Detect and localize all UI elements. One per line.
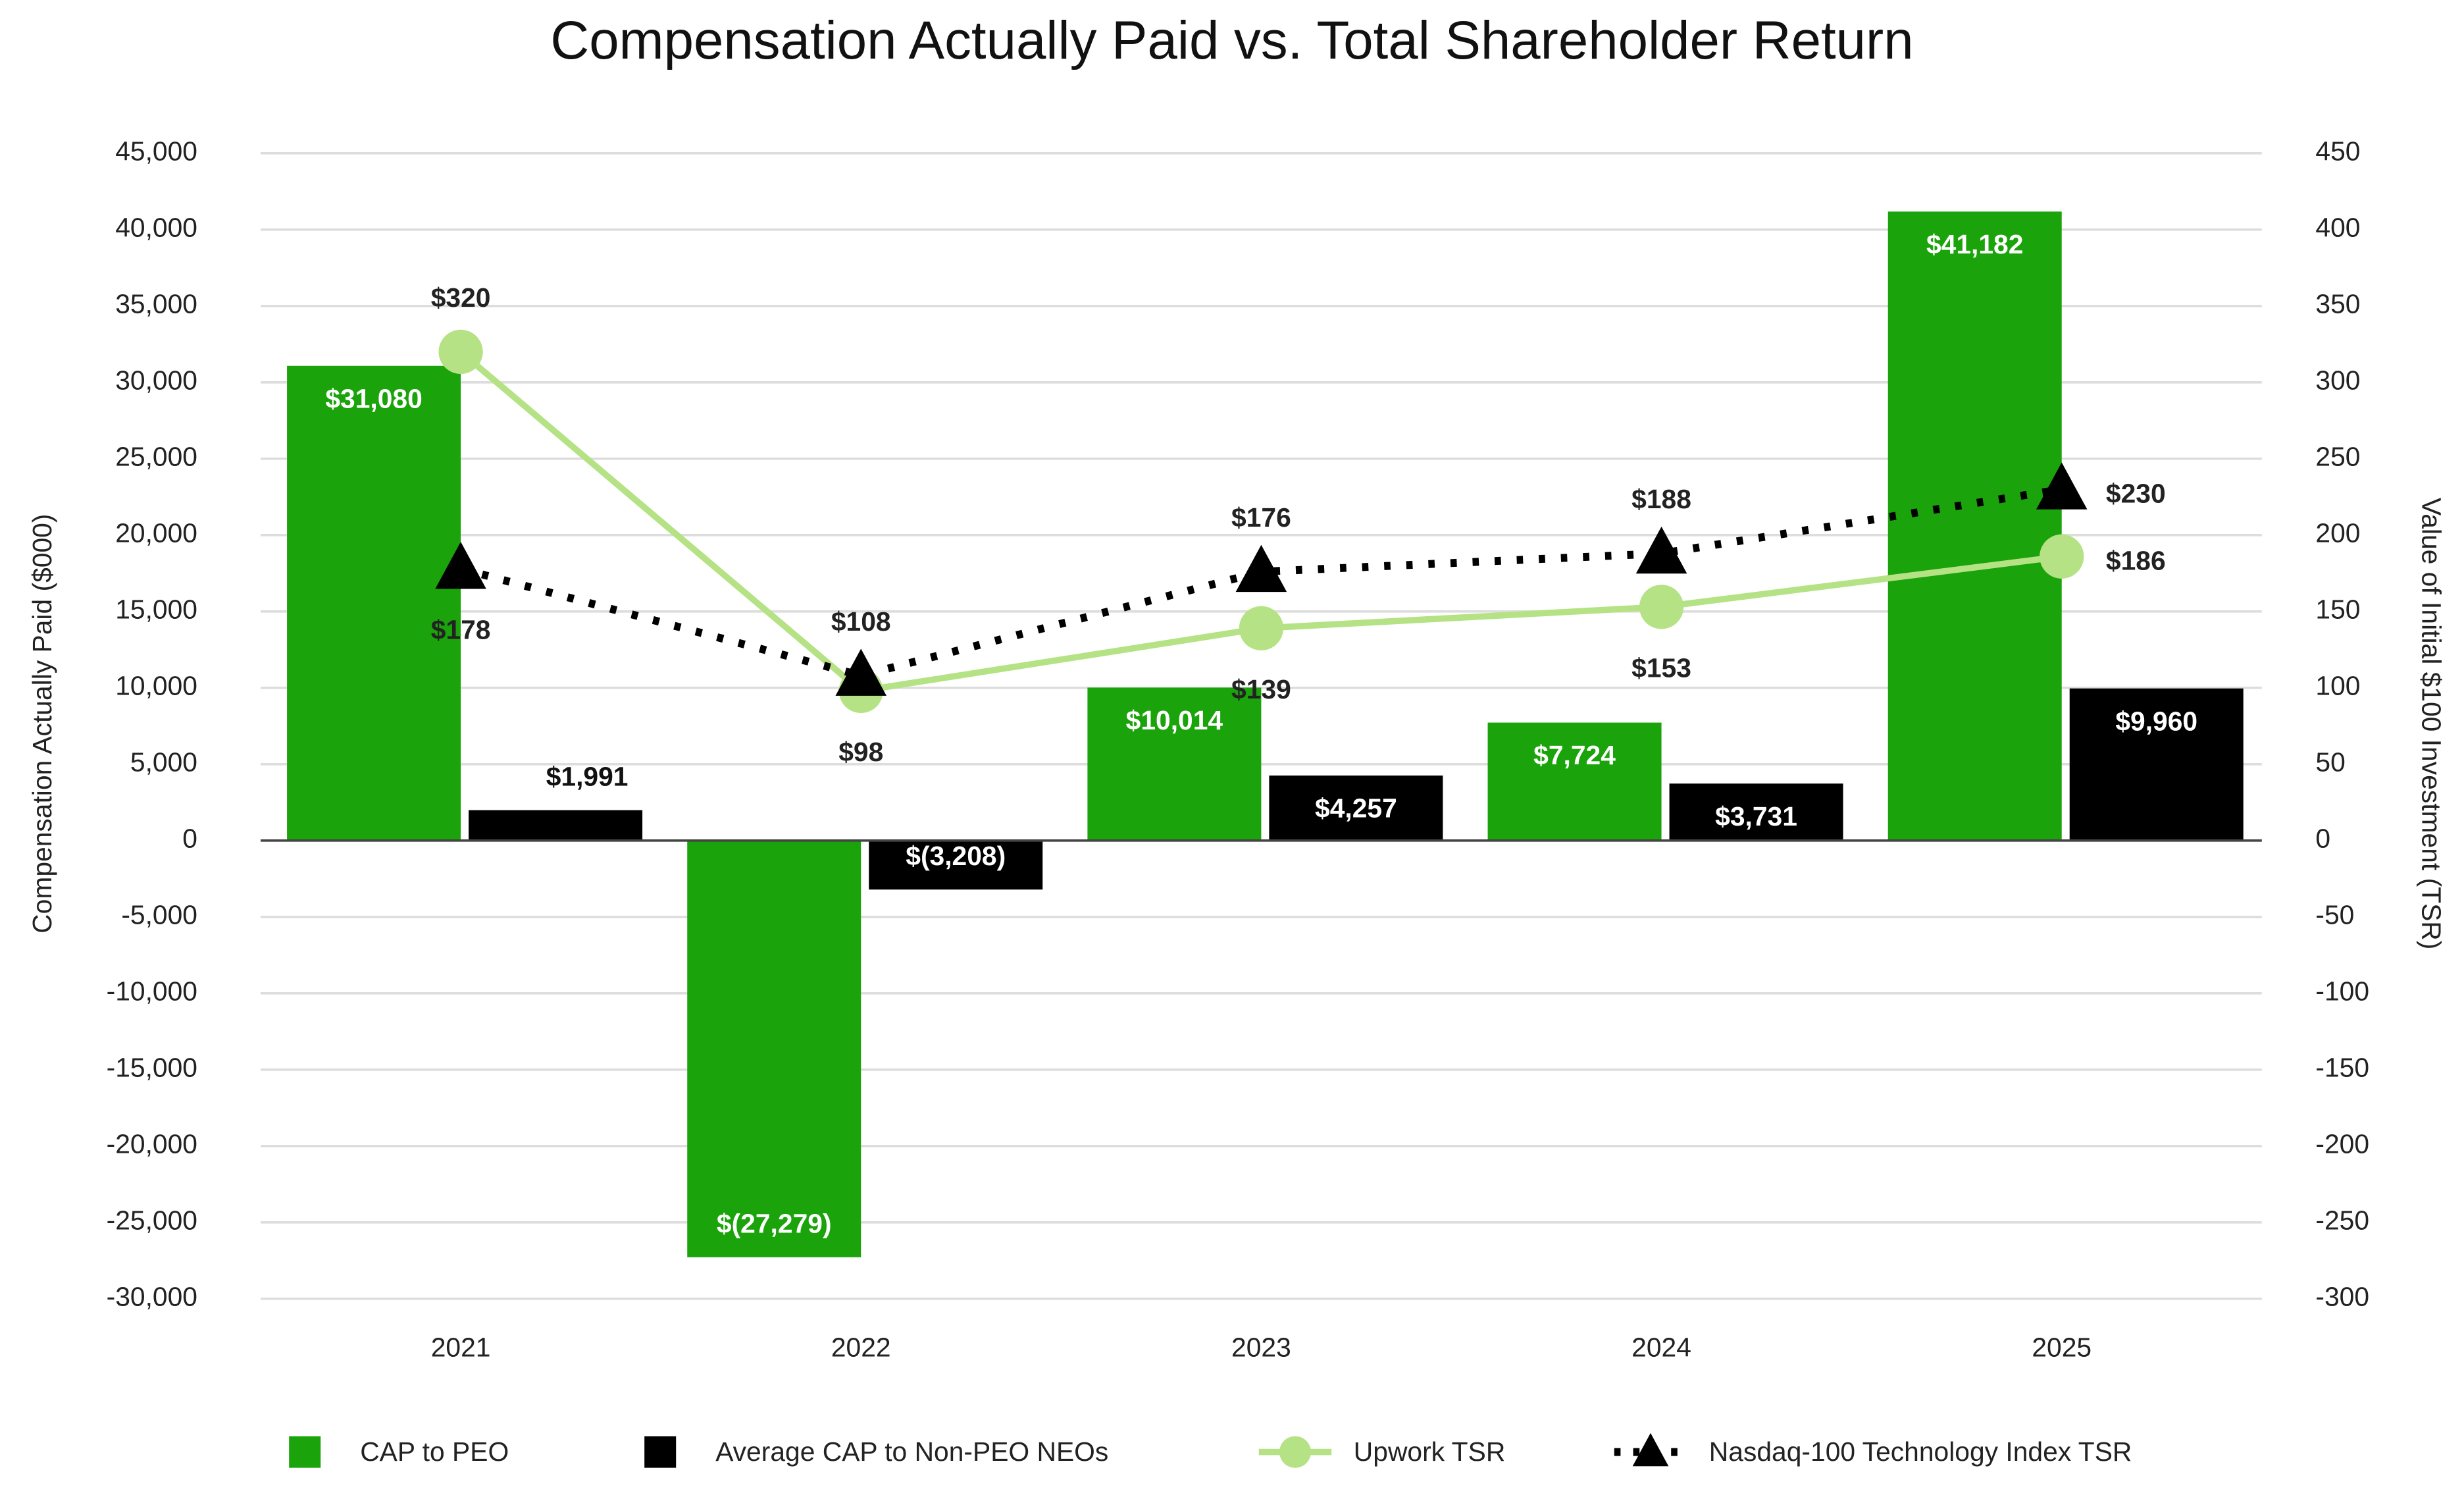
bar [1269, 776, 1443, 841]
y-tick-label: -25,000 [107, 1205, 197, 1236]
marker [1239, 606, 1283, 650]
legend-swatch[interactable] [644, 1436, 677, 1468]
y-tick-label: -10,000 [107, 976, 197, 1007]
bar [287, 365, 461, 841]
data-label: $230 [2106, 479, 2166, 509]
y-tick-label: 0 [182, 824, 197, 854]
data-label: $4,257 [1315, 793, 1397, 824]
y2-tick-label: -250 [2315, 1205, 2369, 1236]
x-tick-label: 2022 [831, 1332, 891, 1362]
y-tick-label: 15,000 [115, 594, 197, 625]
data-label: $41,182 [1926, 229, 2023, 259]
data-label: $(3,208) [906, 841, 1006, 871]
bar [1887, 211, 2062, 841]
x-tick-label: 2021 [431, 1332, 491, 1362]
legend-label[interactable]: CAP to PEO [360, 1436, 509, 1467]
bar [687, 840, 861, 1257]
bar [1669, 783, 1843, 841]
legend-marker[interactable] [1632, 1433, 1669, 1467]
data-label: $7,724 [1533, 740, 1616, 770]
y2-tick-label: 300 [2315, 365, 2360, 396]
y-tick-label: 40,000 [115, 213, 197, 243]
y2-tick-label: -300 [2315, 1282, 2369, 1312]
data-label: $9,960 [2115, 706, 2197, 736]
marker [435, 542, 486, 589]
marker [1235, 544, 1287, 592]
y2-tick-label: 150 [2315, 594, 2360, 625]
chart-title: Compensation Actually Paid vs. Total Sha… [550, 11, 1913, 70]
y-tick-label: 25,000 [115, 442, 197, 472]
data-label: $188 [1631, 484, 1691, 514]
y2-tick-label: -200 [2315, 1129, 2369, 1159]
marker [1635, 526, 1687, 574]
x-tick-label: 2024 [1631, 1332, 1691, 1362]
marker [835, 648, 886, 696]
data-label: $(27,279) [717, 1208, 832, 1238]
y-tick-label: 5,000 [130, 747, 197, 777]
bar [2069, 688, 2244, 841]
data-label: $176 [1231, 502, 1291, 533]
y-tick-label: 30,000 [115, 365, 197, 396]
y-tick-label: 20,000 [115, 518, 197, 548]
y-axis-label: Compensation Actually Paid ($000) [27, 514, 57, 934]
bar [1487, 722, 1662, 841]
y2-tick-label: 100 [2315, 671, 2360, 701]
data-label: $153 [1631, 653, 1691, 683]
y2-tick-label: -50 [2315, 900, 2354, 930]
bar [869, 840, 1043, 890]
y2-tick-label: 200 [2315, 518, 2360, 548]
data-label: $108 [831, 606, 891, 637]
y-tick-label: 45,000 [115, 136, 197, 167]
y2-tick-label: -100 [2315, 976, 2369, 1007]
y2-tick-label: 0 [2315, 824, 2330, 854]
legend-swatch[interactable] [289, 1436, 321, 1468]
legend-label[interactable]: Upwork TSR [1354, 1436, 1505, 1467]
y-tick-label: -15,000 [107, 1053, 197, 1083]
bar [469, 810, 643, 841]
data-label: $10,014 [1126, 705, 1223, 735]
x-tick-label: 2025 [2032, 1332, 2092, 1362]
y-tick-label: -30,000 [107, 1282, 197, 1312]
x-tick-label: 2023 [1231, 1332, 1291, 1362]
legend-label[interactable]: Nasdaq-100 Technology Index TSR [1709, 1436, 2132, 1467]
y2-tick-label: 350 [2315, 289, 2360, 319]
y2-axis-label: Value of Initial $100 Investment (TSR) [2416, 498, 2446, 949]
data-label: $320 [431, 282, 491, 313]
y2-tick-label: 50 [2315, 747, 2345, 777]
y-tick-label: 35,000 [115, 289, 197, 319]
marker [1639, 585, 1684, 629]
data-label: $3,731 [1715, 801, 1797, 831]
data-label: $1,991 [546, 761, 629, 791]
legend-label[interactable]: Average CAP to Non-PEO NEOs [715, 1436, 1108, 1467]
marker [2036, 462, 2088, 510]
y-tick-label: -20,000 [107, 1129, 197, 1159]
data-label: $178 [431, 615, 491, 645]
y2-tick-label: 400 [2315, 213, 2360, 243]
y2-tick-label: 450 [2315, 136, 2360, 167]
y-tick-label: 10,000 [115, 671, 197, 701]
legend-marker[interactable] [1279, 1436, 1311, 1468]
marker [2040, 534, 2084, 579]
y2-tick-label: -150 [2315, 1053, 2369, 1083]
data-label: $31,080 [325, 383, 422, 413]
y-tick-label: -5,000 [121, 900, 197, 930]
marker [438, 329, 483, 374]
data-label: $139 [1231, 674, 1291, 704]
bar [1087, 687, 1262, 841]
data-label: $98 [838, 737, 883, 767]
data-label: $186 [2106, 546, 2166, 576]
y2-tick-label: 250 [2315, 442, 2360, 472]
